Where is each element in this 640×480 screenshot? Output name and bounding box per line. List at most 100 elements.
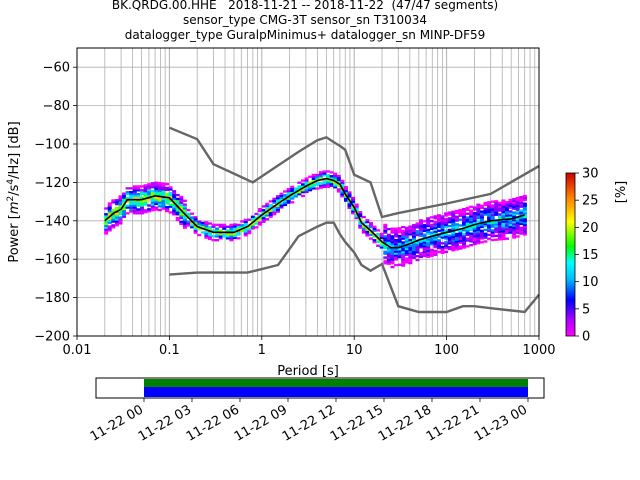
heatmap-cell xyxy=(107,213,112,217)
heatmap-cell xyxy=(458,237,463,241)
heatmap-cell xyxy=(122,213,127,216)
heatmap-cell xyxy=(154,193,159,196)
heatmap-cell xyxy=(494,223,499,226)
heatmap-cell xyxy=(508,219,513,223)
heatmap-cell xyxy=(454,240,459,243)
heatmap-cell xyxy=(390,248,395,251)
heatmap-cell xyxy=(114,222,119,225)
heatmap-cell xyxy=(426,219,431,222)
heatmap-cell xyxy=(397,252,402,255)
heatmap-cell xyxy=(462,229,467,232)
heatmap-cell xyxy=(143,191,148,195)
heatmap-cell xyxy=(411,256,416,259)
heatmap-cell xyxy=(358,216,363,220)
heatmap-cell xyxy=(132,194,137,198)
heatmap-cell xyxy=(501,222,506,225)
heatmap-cell xyxy=(522,202,527,205)
heatmap-cell xyxy=(522,206,527,209)
heatmap-cell xyxy=(508,216,513,219)
heatmap-cell xyxy=(304,181,309,184)
heatmap-cell xyxy=(197,228,202,231)
heatmap-cell xyxy=(122,205,127,209)
heatmap-cell xyxy=(426,247,431,251)
heatmap-cell xyxy=(408,227,413,230)
heatmap-cell xyxy=(469,228,474,231)
heatmap-cell xyxy=(197,224,202,227)
heatmap-cell xyxy=(440,230,445,233)
heatmap-cell xyxy=(236,225,241,228)
heatmap-cell xyxy=(404,251,409,254)
heatmap-cell xyxy=(243,234,248,237)
heatmap-cell xyxy=(129,204,134,207)
heatmap-cell xyxy=(154,187,159,190)
heatmap-cell xyxy=(114,214,119,217)
heatmap-cell xyxy=(515,206,520,209)
heatmap-cell xyxy=(519,209,524,212)
heatmap-cell xyxy=(122,211,127,215)
heatmap-cell xyxy=(404,234,409,237)
heatmap-cell xyxy=(401,243,406,246)
heatmap-cell xyxy=(465,218,470,221)
heatmap-cell xyxy=(440,215,445,218)
heatmap-cell xyxy=(265,202,270,206)
heatmap-cell xyxy=(447,242,452,245)
heatmap-cell xyxy=(515,208,520,211)
heatmap-cell xyxy=(326,183,331,187)
heatmap-cell xyxy=(483,223,488,226)
coverage-tick-label: 11-22 18 xyxy=(376,402,434,444)
heatmap-cell xyxy=(376,238,381,242)
y-tick-label: −180 xyxy=(34,291,70,306)
heatmap-cell xyxy=(154,183,159,186)
heatmap-cell xyxy=(462,211,467,215)
heatmap-cell xyxy=(336,188,341,191)
heatmap-cell xyxy=(125,192,130,196)
heatmap-cell xyxy=(519,222,524,226)
heatmap-cell xyxy=(440,236,445,239)
heatmap-cell xyxy=(490,217,495,221)
heatmap-cell xyxy=(118,212,123,215)
heatmap-cell xyxy=(154,200,159,204)
heatmap-cell xyxy=(454,219,459,222)
heatmap-cell xyxy=(193,216,198,219)
heatmap-cell xyxy=(465,222,470,225)
heatmap-cell xyxy=(147,204,152,207)
heatmap-cell xyxy=(462,215,467,218)
heatmap-cell xyxy=(186,212,191,216)
heatmap-cell xyxy=(168,195,173,199)
heatmap-cell xyxy=(458,231,463,235)
heatmap-cell xyxy=(333,182,338,185)
heatmap-cell xyxy=(175,201,180,204)
heatmap-cell xyxy=(258,213,263,217)
heatmap-cell xyxy=(147,192,152,196)
heatmap-cell xyxy=(122,207,127,211)
heatmap-cell xyxy=(447,224,452,228)
heatmap-cell xyxy=(207,231,212,235)
heatmap-cell xyxy=(272,213,277,216)
heatmap-cell xyxy=(504,220,509,223)
heatmap-cell xyxy=(386,247,391,250)
heatmap-cell xyxy=(394,254,399,257)
heatmap-cell xyxy=(440,217,445,220)
heatmap-cell xyxy=(368,225,373,229)
heatmap-cell xyxy=(390,252,395,255)
heatmap-cell xyxy=(490,231,495,234)
heatmap-cell xyxy=(361,221,366,224)
heatmap-cell xyxy=(501,207,506,210)
heatmap-cell xyxy=(376,240,381,244)
heatmap-cell xyxy=(233,225,237,228)
heatmap-cell xyxy=(179,222,184,225)
heatmap-cell xyxy=(175,211,180,214)
heatmap-cell xyxy=(501,205,506,208)
heatmap-cell xyxy=(454,215,459,218)
heatmap-cell xyxy=(440,251,445,255)
heatmap-cell xyxy=(361,225,366,228)
heatmap-cell xyxy=(379,242,384,245)
heatmap-cell xyxy=(165,188,169,192)
heatmap-cell xyxy=(451,222,456,225)
heatmap-cell xyxy=(479,235,484,238)
heatmap-cell xyxy=(426,251,431,255)
heatmap-cell xyxy=(182,203,187,206)
heatmap-cell xyxy=(401,233,406,236)
heatmap-cell xyxy=(293,193,298,196)
heatmap-cell xyxy=(411,245,416,248)
